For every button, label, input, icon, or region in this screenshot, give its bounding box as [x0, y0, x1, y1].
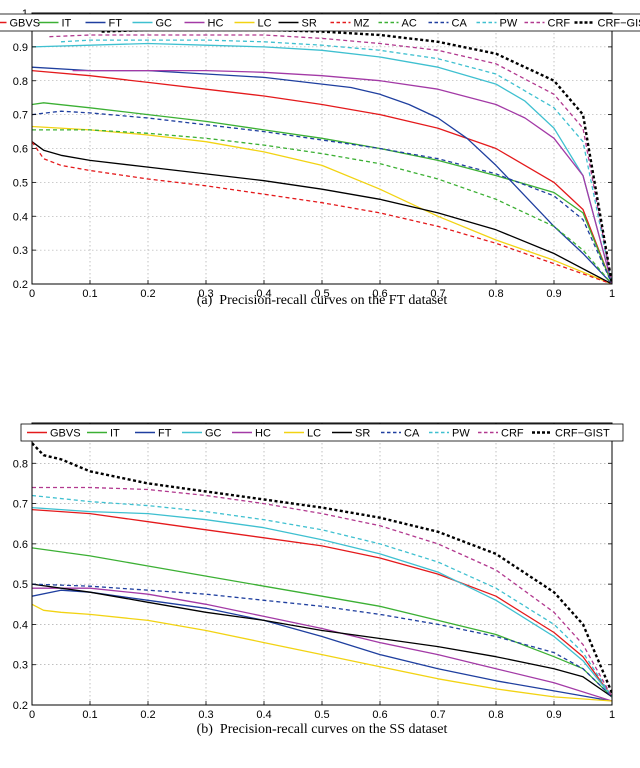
y-tick-label: 0.8: [13, 76, 28, 88]
y-tick-label: 0.7: [13, 110, 28, 122]
x-tick-label: 0.9: [546, 709, 561, 721]
legend-label: PW: [500, 18, 518, 30]
legend-label: AC: [402, 18, 417, 30]
legend-label: PW: [452, 428, 470, 440]
x-tick-label: 0.8: [488, 288, 503, 300]
legend-label: CRF−GIST: [555, 428, 610, 440]
legend-label: SR: [302, 18, 317, 30]
y-tick-label: 0.3: [13, 245, 28, 257]
legend-label: GBVS: [50, 428, 81, 440]
legend-label: SR: [355, 428, 370, 440]
y-tick-label: 0.7: [13, 499, 28, 511]
legend-label: MZ: [354, 18, 370, 30]
y-tick-label: 0.6: [13, 144, 28, 156]
legend-label: CRF: [501, 428, 524, 440]
x-tick-label: 0: [29, 709, 35, 721]
y-tick-label: 0.2: [13, 279, 28, 291]
legend-label: CA: [404, 428, 420, 440]
x-tick-label: 0.6: [372, 709, 387, 721]
x-tick-label: 0.1: [82, 709, 97, 721]
legend-label: HC: [255, 428, 271, 440]
legend-label: LC: [307, 428, 321, 440]
y-tick-label: 0.8: [13, 458, 28, 470]
y-tick-label: 0.5: [13, 579, 28, 591]
legend-label: GC: [156, 18, 173, 30]
y-tick-label: 0.4: [13, 619, 28, 631]
x-tick-label: 0.8: [488, 709, 503, 721]
legend-label: CRF−GIST: [598, 18, 640, 30]
figure-caption: (b) Precision-recall curves on the SS da…: [197, 722, 448, 737]
y-tick-label: 0.4: [13, 211, 28, 223]
figure-caption: (a) Precision-recall curves on the FT da…: [197, 293, 448, 308]
legend-label: HC: [208, 18, 224, 30]
legend: GBVS IT FT GC HC LC SR CA PW CRF CRF−GIST: [21, 424, 623, 441]
legend-label: LC: [258, 18, 272, 30]
x-tick-label: 0.4: [256, 709, 271, 721]
legend: GBVS IT FT GC HC LC SR MZ AC CA PW CRF CRF−GIST: [0, 14, 640, 31]
x-tick-label: 0.1: [82, 288, 97, 300]
legend-label: IT: [110, 428, 120, 440]
legend-label: GBVS: [10, 18, 41, 30]
x-tick-label: 0.3: [198, 709, 213, 721]
y-tick-label: 0.3: [13, 660, 28, 672]
y-tick-label: 0.5: [13, 177, 28, 189]
x-tick-label: 0.7: [430, 709, 445, 721]
x-tick-label: 1: [609, 288, 615, 300]
legend-label: IT: [62, 18, 72, 30]
legend-label: CA: [452, 18, 468, 30]
x-tick-label: 0.5: [314, 709, 329, 721]
legend-label: FT: [158, 428, 172, 440]
x-tick-label: 0.2: [140, 288, 155, 300]
x-tick-label: 0.9: [546, 288, 561, 300]
legend-label: CRF: [548, 18, 571, 30]
legend-label: GC: [205, 428, 222, 440]
y-tick-label: 0.2: [13, 700, 28, 712]
x-tick-label: 0.2: [140, 709, 155, 721]
x-tick-label: 1: [609, 709, 615, 721]
y-tick-label: 0.9: [13, 42, 28, 54]
y-tick-label: 0.6: [13, 539, 28, 551]
x-tick-label: 0: [29, 288, 35, 300]
legend-label: FT: [109, 18, 123, 30]
